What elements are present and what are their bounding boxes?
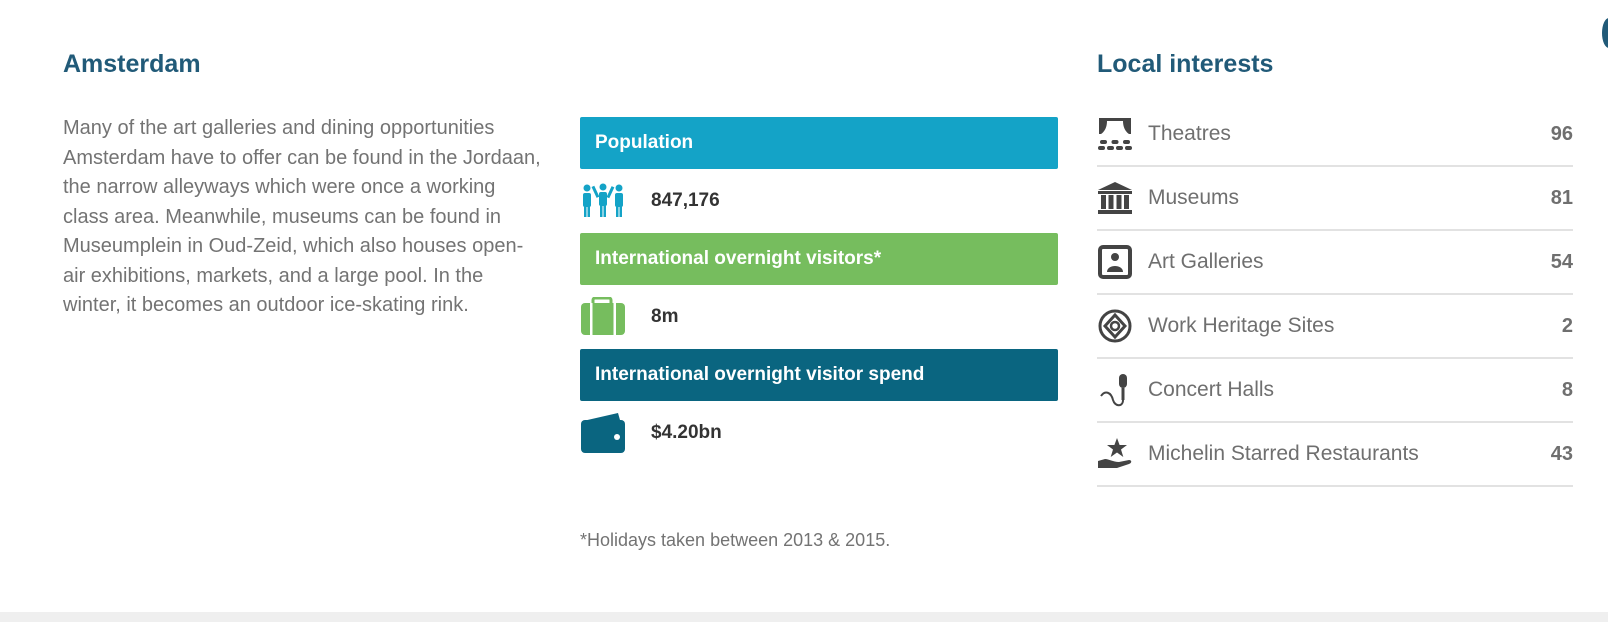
interest-count: 96 xyxy=(1550,122,1573,145)
spend-header: International overnight visitor spend xyxy=(580,349,1058,401)
interest-count: 43 xyxy=(1550,442,1573,465)
bottom-bar xyxy=(0,612,1608,622)
city-description: Many of the art galleries and dining opp… xyxy=(63,117,541,316)
footnote: *Holidays taken between 2013 & 2015. xyxy=(580,530,891,550)
interest-count: 54 xyxy=(1550,250,1573,273)
interest-heritage-sites: Work Heritage Sites 2 xyxy=(1097,295,1573,359)
local-interests-title: Local interests xyxy=(1097,50,1274,78)
city-title: Amsterdam xyxy=(63,50,201,78)
people-icon xyxy=(580,181,626,221)
microphone-icon xyxy=(1097,372,1133,408)
interest-count: 81 xyxy=(1550,186,1573,209)
interest-theatres: Theatres 96 xyxy=(1097,103,1573,167)
interest-label: Museums xyxy=(1148,186,1240,209)
visitors-row: 8m xyxy=(580,285,1058,349)
population-row: 847,176 xyxy=(580,169,1058,233)
suitcase-icon xyxy=(580,297,626,337)
population-value: 847,176 xyxy=(651,190,720,211)
interest-label: Work Heritage Sites xyxy=(1148,314,1335,337)
visitors-value: 8m xyxy=(651,306,679,327)
visitors-header: International overnight visitors* xyxy=(580,233,1058,285)
spend-value: $4.20bn xyxy=(651,422,722,443)
interest-label: Concert Halls xyxy=(1148,378,1275,401)
interest-michelin-restaurants: Michelin Starred Restaurants 43 xyxy=(1097,423,1573,487)
interest-label: Michelin Starred Restaurants xyxy=(1148,442,1419,465)
michelin-star-icon xyxy=(1097,436,1133,472)
interest-label: Art Galleries xyxy=(1148,250,1264,273)
interest-art-galleries: Art Galleries 54 xyxy=(1097,231,1573,295)
art-gallery-icon xyxy=(1097,244,1133,280)
interest-count: 2 xyxy=(1561,314,1573,337)
theatre-icon xyxy=(1097,116,1133,152)
stats-panel: Population 847,176 International overnig… xyxy=(580,117,1058,465)
scroll-indicator[interactable] xyxy=(1602,18,1608,48)
museum-icon xyxy=(1097,180,1133,216)
wallet-icon xyxy=(580,413,626,453)
heritage-icon xyxy=(1097,308,1133,344)
interest-museums: Museums 81 xyxy=(1097,167,1573,231)
population-header: Population xyxy=(580,117,1058,169)
spend-row: $4.20bn xyxy=(580,401,1058,465)
interest-label: Theatres xyxy=(1148,122,1231,145)
interest-count: 8 xyxy=(1561,378,1573,401)
interest-concert-halls: Concert Halls 8 xyxy=(1097,359,1573,423)
local-interests-list: Theatres 96 Museums 81 Art Galler xyxy=(1097,103,1573,487)
